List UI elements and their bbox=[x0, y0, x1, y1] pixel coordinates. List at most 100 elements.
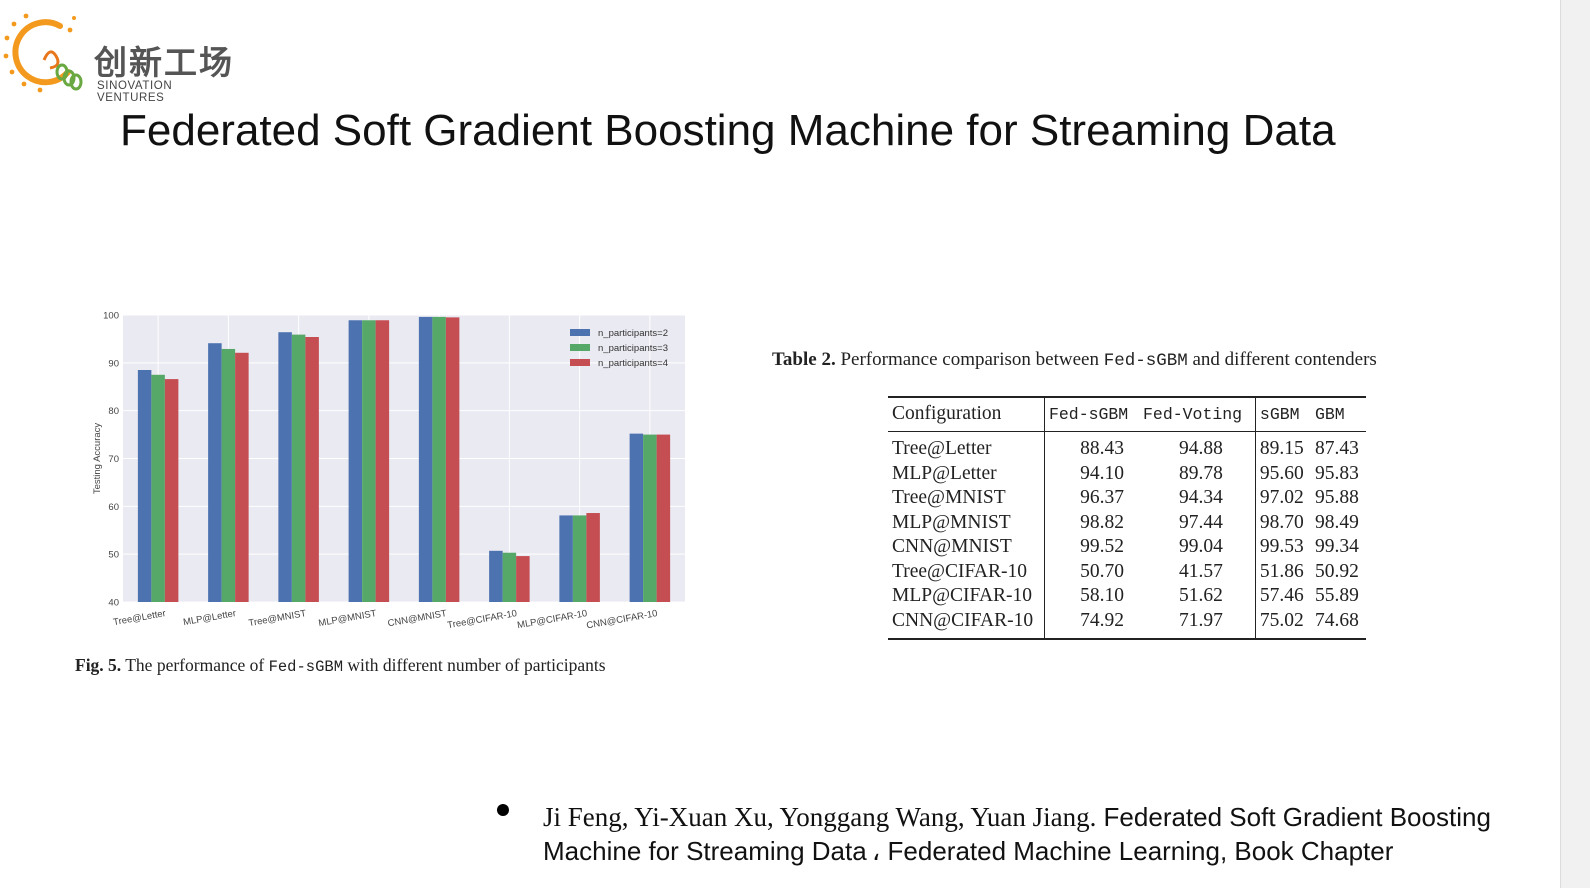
bar bbox=[291, 334, 306, 602]
cell-sgbm: 75.02 bbox=[1254, 608, 1311, 639]
legend-swatch bbox=[570, 344, 590, 351]
cell-fed-voting: 71.97 bbox=[1179, 609, 1223, 631]
bar bbox=[489, 550, 503, 602]
cell-gbm: 98.49 bbox=[1314, 511, 1359, 533]
table-label: Table 2. bbox=[772, 349, 836, 370]
legend-entry: n_participants=3 bbox=[598, 343, 668, 354]
x-tick-label: Tree@Letter bbox=[112, 608, 166, 628]
x-tick-label: Tree@CIFAR-10 bbox=[447, 608, 518, 631]
logo-name-cn: 创新工场 bbox=[94, 43, 234, 82]
bar bbox=[137, 370, 152, 602]
x-tick-label: CNN@CIFAR-10 bbox=[586, 608, 659, 631]
performance-table-container: Configuration Fed-sGBM Fed-Voting sGBM G… bbox=[888, 396, 1366, 640]
y-tick-label: 90 bbox=[108, 358, 119, 369]
cell-configuration: Tree@Letter bbox=[892, 438, 992, 459]
cell-fed-sgbm: 50.70 bbox=[1044, 559, 1140, 584]
table-header-row: Configuration Fed-sGBM Fed-Voting sGBM G… bbox=[888, 397, 1366, 432]
cell-configuration: MLP@CIFAR-10 bbox=[892, 585, 1033, 606]
header-gbm: GBM bbox=[1310, 397, 1366, 432]
bar bbox=[305, 337, 319, 602]
bar bbox=[502, 552, 517, 602]
cell-sgbm: 98.70 bbox=[1254, 510, 1311, 535]
y-tick-label: 70 bbox=[108, 454, 119, 465]
cell-fed-voting: 51.62 bbox=[1179, 585, 1223, 606]
y-axis-label: Testing Accuracy bbox=[92, 423, 103, 495]
bar bbox=[208, 343, 222, 602]
cell-gbm: 74.68 bbox=[1314, 609, 1359, 631]
cell-configuration: MLP@MNIST bbox=[892, 511, 1011, 533]
figure-caption: Fig. 5. The performance of Fed-sGBM with… bbox=[75, 655, 606, 676]
x-tick-label: MLP@Letter bbox=[182, 608, 237, 628]
table-row: CNN@CIFAR-10 74.92 71.97 75.02 74.68 bbox=[888, 608, 1366, 639]
bar bbox=[643, 434, 657, 602]
bar bbox=[432, 316, 446, 602]
cell-fed-voting: 94.34 bbox=[1179, 487, 1223, 508]
reference-authors: Ji Feng, Yi-Xuan Xu, Yonggang Wang, Yuan… bbox=[543, 802, 1097, 832]
x-tick-label: Tree@MNIST bbox=[248, 608, 308, 629]
cell-configuration: Tree@MNIST bbox=[892, 487, 1006, 508]
y-tick-label: 80 bbox=[108, 406, 119, 417]
table-body: Tree@Letter 88.43 94.88 89.15 87.43 MLP@Lette… bbox=[888, 431, 1366, 639]
cell-sgbm: 95.60 bbox=[1254, 461, 1311, 486]
legend-entry: n_participants=2 bbox=[598, 328, 668, 339]
reference-text: Ji Feng, Yi-Xuan Xu, Yonggang Wang, Yuan… bbox=[543, 800, 1543, 868]
table-row: Tree@MNIST 96.37 94.34 97.02 95.88 bbox=[888, 486, 1366, 511]
cell-fed-sgbm: 94.10 bbox=[1044, 461, 1140, 486]
bar bbox=[418, 316, 433, 602]
y-tick-label: 50 bbox=[108, 550, 119, 561]
cell-fed-sgbm: 58.10 bbox=[1044, 584, 1140, 609]
legend-swatch bbox=[570, 329, 590, 336]
y-tick-label: 40 bbox=[108, 598, 119, 609]
header-fed-voting: Fed-Voting bbox=[1139, 397, 1256, 432]
reference-body: Federated Soft Gradient Boosting Machine… bbox=[543, 802, 1491, 866]
cell-fed-sgbm: 99.52 bbox=[1044, 535, 1140, 560]
cell-configuration: CNN@MNIST bbox=[892, 536, 1012, 557]
x-tick-label: MLP@MNIST bbox=[318, 608, 378, 629]
cell-fed-voting: 41.57 bbox=[1179, 560, 1223, 582]
cell-sgbm: 97.02 bbox=[1254, 486, 1311, 511]
table-row: MLP@Letter 94.10 89.78 95.60 95.83 bbox=[888, 461, 1366, 486]
header-fed-sgbm: Fed-sGBM bbox=[1044, 397, 1140, 432]
x-tick-label: CNN@MNIST bbox=[387, 608, 448, 629]
table-row: Tree@Letter 88.43 94.88 89.15 87.43 bbox=[888, 431, 1366, 462]
cell-gbm: 55.89 bbox=[1314, 585, 1359, 606]
page-title: Federated Soft Gradient Boosting Machine… bbox=[120, 106, 1336, 155]
cell-sgbm: 89.15 bbox=[1254, 431, 1311, 462]
bar bbox=[586, 513, 600, 602]
figure-caption-method: Fed-sGBM bbox=[268, 658, 343, 676]
sinovation-logo: 创新工场 SINOVATION VENTURES bbox=[2, 10, 242, 104]
logo-mark-icon bbox=[3, 13, 83, 93]
legend-swatch bbox=[570, 359, 590, 366]
cell-configuration: CNN@CIFAR-10 bbox=[892, 609, 1034, 631]
cell-fed-sgbm: 96.37 bbox=[1044, 486, 1140, 511]
performance-table: Configuration Fed-sGBM Fed-Voting sGBM G… bbox=[888, 396, 1366, 640]
header-configuration: Configuration bbox=[888, 397, 1045, 432]
bar bbox=[235, 352, 249, 602]
cell-fed-sgbm: 88.43 bbox=[1044, 431, 1140, 462]
cell-fed-voting: 89.78 bbox=[1179, 462, 1223, 484]
cell-sgbm: 57.46 bbox=[1254, 584, 1311, 609]
cell-gbm: 50.92 bbox=[1314, 560, 1359, 582]
cell-fed-sgbm: 98.82 bbox=[1044, 510, 1140, 535]
cell-gbm: 95.83 bbox=[1314, 462, 1359, 484]
bar bbox=[559, 515, 573, 602]
cell-fed-voting: 97.44 bbox=[1179, 511, 1223, 533]
table-caption: Table 2. Performance comparison between … bbox=[772, 349, 1377, 371]
bar bbox=[221, 348, 236, 602]
figure-label: Fig. 5. bbox=[75, 655, 122, 675]
bar-chart: 40 50 60 70 80 90 100 Tree@Letter MLP@Letter Tree… bbox=[92, 311, 685, 631]
y-tick-label: 60 bbox=[108, 502, 119, 513]
x-tick-label: MLP@CIFAR-10 bbox=[516, 608, 588, 631]
cell-fed-voting: 99.04 bbox=[1179, 536, 1223, 557]
table-caption-pre: Performance comparison between bbox=[835, 349, 1104, 370]
legend-entry: n_participants=4 bbox=[598, 358, 668, 369]
slide-edge bbox=[1560, 0, 1590, 888]
logo-name-en: SINOVATION VENTURES bbox=[97, 80, 173, 104]
bar bbox=[572, 515, 587, 602]
bar bbox=[445, 317, 460, 602]
bar bbox=[656, 434, 671, 602]
bullet-icon bbox=[497, 804, 509, 816]
table-row: Tree@CIFAR-10 50.70 41.57 51.86 50.92 bbox=[888, 559, 1366, 584]
bar bbox=[629, 433, 644, 602]
cell-gbm: 95.88 bbox=[1314, 487, 1359, 508]
